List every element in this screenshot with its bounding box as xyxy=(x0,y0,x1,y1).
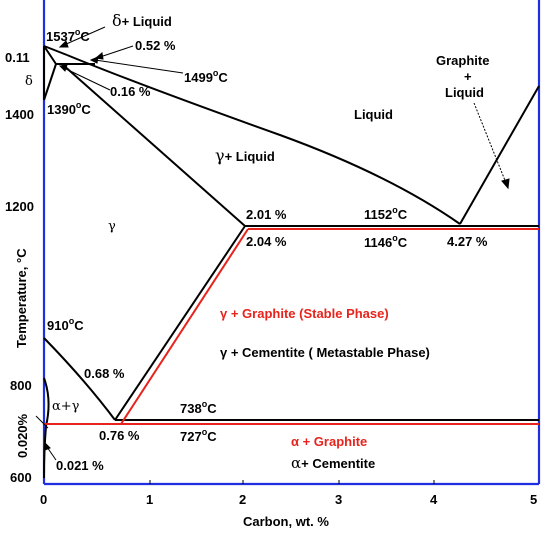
annotation-arrows xyxy=(35,26,510,461)
gamma-label: γ xyxy=(108,219,116,234)
liquidus-right-line xyxy=(459,85,540,225)
y-axis-title: Temperature, °C xyxy=(14,248,29,348)
y-label-0-020: 0.020% xyxy=(15,413,30,458)
pct-0-021-label: 0.021 % xyxy=(56,458,104,473)
alpha-graphite-label: α + Graphite xyxy=(291,434,367,449)
temp-910-label: 910oC xyxy=(47,316,84,333)
delta-liquidus-line xyxy=(43,45,68,56)
gamma-cementite-label: γ + Cementite ( Metastable Phase) xyxy=(220,345,430,360)
graphite-liquid-label-2: + xyxy=(464,69,472,84)
x-tick-1: 1 xyxy=(146,492,153,507)
temp-1146-label: 1146oC xyxy=(364,233,408,250)
y-tick-800: 800 xyxy=(10,378,32,393)
x-tick-3: 3 xyxy=(335,492,342,507)
pct-2-04-label: 2.04 % xyxy=(246,234,287,249)
x-tick-0: 0 xyxy=(40,492,47,507)
alpha-gamma-label: α+γ xyxy=(52,399,80,414)
acm-line xyxy=(114,225,246,421)
a3-curve xyxy=(43,337,116,421)
temp-738-label: 738oC xyxy=(180,399,217,416)
temp-1499-label: 1499oC xyxy=(184,68,228,85)
delta-label: δ xyxy=(25,74,33,89)
pct-0-16-label: 0.16 % xyxy=(110,84,151,99)
stable-phase-lines xyxy=(44,228,539,425)
acm-line-stable xyxy=(120,228,249,425)
liquidus-left-curve xyxy=(66,54,461,225)
gamma-liquid-label: γ+ Liquid xyxy=(215,146,275,165)
delta-solidus-line xyxy=(43,45,57,65)
y-label-0-11: 0.11 xyxy=(5,50,30,65)
delta-liquid-label: δ+ Liquid xyxy=(112,11,172,30)
x-tick-5: 5 xyxy=(530,492,537,507)
x-axis-title: Carbon, wt. % xyxy=(243,514,329,529)
y-tick-600: 600 xyxy=(10,470,32,485)
temp-1537-label: 1537oC xyxy=(46,27,90,44)
pct-2-01-label: 2.01 % xyxy=(246,207,287,222)
pct-4-27-label: 4.27 % xyxy=(447,234,488,249)
x-tick-4: 4 xyxy=(430,492,438,507)
phase-boundaries xyxy=(43,45,540,479)
y-tick-1200: 1200 xyxy=(5,199,34,214)
pct-0-76-label: 0.76 % xyxy=(99,428,140,443)
temp-727-label: 727oC xyxy=(180,427,217,444)
gamma-graphite-label: γ + Graphite (Stable Phase) xyxy=(220,306,389,321)
pct-0-52-label: 0.52 % xyxy=(135,38,176,53)
graphite-liquid-label-1: Graphite xyxy=(436,53,489,68)
graphite-liquid-label-3: Liquid xyxy=(445,85,484,100)
temp-1390-label: 1390oC xyxy=(47,100,91,117)
delta-solvus-line xyxy=(43,63,57,101)
y-tick-1400: 1400 xyxy=(5,107,34,122)
alpha-cementite-label: α+ Cementite xyxy=(291,454,375,472)
pct-0-68-label: 0.68 % xyxy=(84,366,125,381)
temp-1152-label: 1152oC xyxy=(364,205,408,222)
x-tick-marks xyxy=(149,480,435,484)
gamma-solidus-line xyxy=(61,63,246,227)
x-tick-2: 2 xyxy=(239,492,246,507)
liquid-label: Liquid xyxy=(354,107,393,122)
